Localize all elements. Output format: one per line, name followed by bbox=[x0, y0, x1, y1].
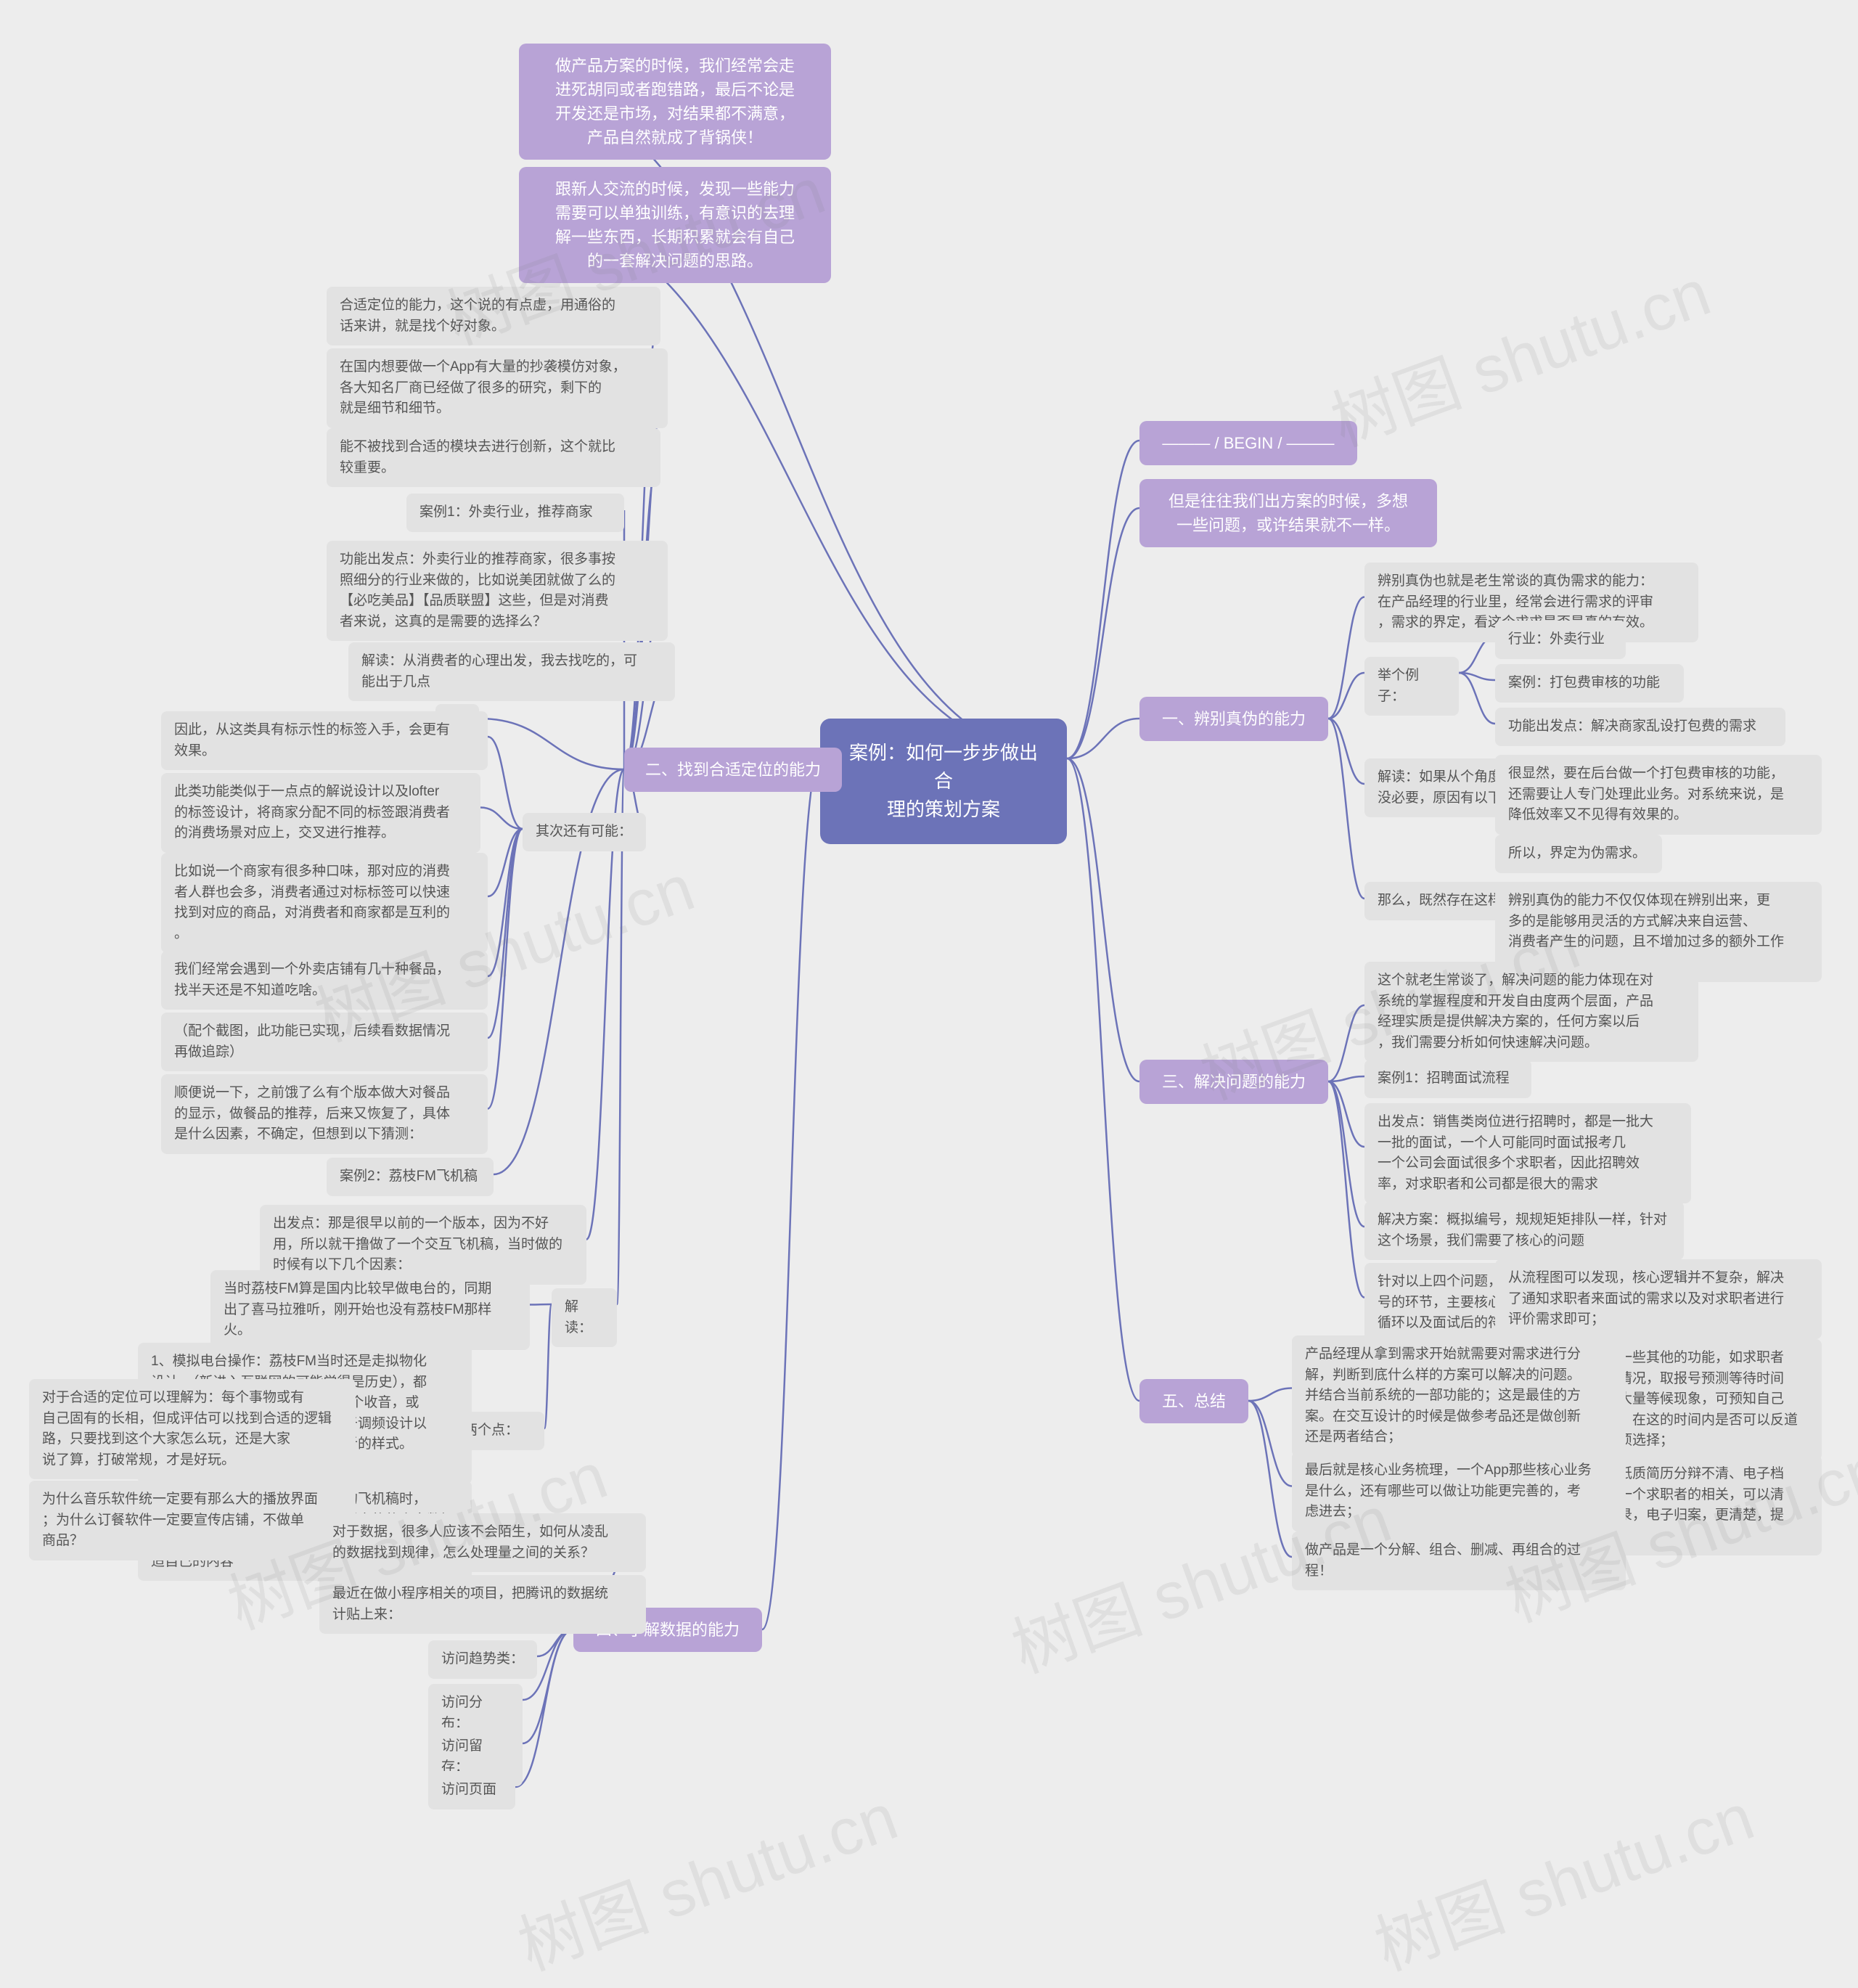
leaf-g49[interactable]: 最后就是核心业务梳理，一个App那些核心业务 是什么，还有哪些可以做让功能更完善… bbox=[1292, 1452, 1626, 1531]
branch-cap2[interactable]: 二、找到合适定位的能力 bbox=[624, 748, 842, 792]
leaf-g10[interactable]: 其次还有可能： bbox=[523, 813, 646, 851]
branch-cap3[interactable]: 三、解决问题的能力 bbox=[1139, 1060, 1328, 1104]
leaf-g48[interactable]: 产品经理从拿到需求开始就需要对需求进行分 解，判断到底什么样的方案可以解决的问题… bbox=[1292, 1335, 1626, 1457]
edge bbox=[1328, 719, 1364, 784]
edge bbox=[1459, 637, 1495, 673]
watermark-text: 树图 shutu.cn bbox=[504, 1764, 908, 1988]
leaf-g29[interactable]: 访问页面 bbox=[428, 1771, 515, 1809]
edge bbox=[1328, 1081, 1364, 1227]
branch-but[interactable]: 但是往往我们出方案的时候，多想 一些问题，或许结果就不一样。 bbox=[1139, 479, 1437, 547]
edge bbox=[1459, 673, 1495, 724]
center-topic[interactable]: 案例：如何一步步做出合 理的策划方案 bbox=[820, 719, 1067, 844]
leaf-g11[interactable]: 比如说一个商家有很多种口味，那对应的消费 者人群也会多，消费者通过对标标签可以快… bbox=[161, 853, 488, 953]
leaf-g45[interactable]: 从流程图可以发现，核心逻辑并不复杂，解决 了通知求职者来面试的需求以及对求职者进… bbox=[1495, 1259, 1822, 1339]
edge bbox=[1328, 1076, 1364, 1081]
leaf-g32[interactable]: 行业：外卖行业 bbox=[1495, 621, 1626, 659]
branch-cap1[interactable]: 一、辨别真伪的能力 bbox=[1139, 697, 1328, 741]
leaf-g14[interactable]: 顺便说一下，之前饿了么有个版本做大对餐品 的显示，做餐品的推荐，后来又恢复了，具… bbox=[161, 1074, 488, 1154]
edge bbox=[1067, 758, 1139, 1401]
leaf-g36[interactable]: 很显然，要在后台做一个打包费审核的功能， 还需要让人专门处理此业务。对系统来说，… bbox=[1495, 755, 1822, 835]
leaf-g31[interactable]: 举个例子： bbox=[1364, 657, 1459, 716]
branch-begin[interactable]: ——— / BEGIN / ——— bbox=[1139, 421, 1357, 465]
edge bbox=[1328, 1081, 1364, 1147]
watermark-text: 树图 shutu.cn bbox=[1360, 1764, 1764, 1988]
branch-intro1[interactable]: 做产品方案的时候，我们经常会走 进死胡同或者跑错路，最后不论是 开发还是市场，对… bbox=[519, 44, 831, 160]
edge bbox=[1067, 508, 1139, 758]
edge bbox=[530, 1304, 552, 1305]
leaf-g8[interactable]: 因此，从这类具有标示性的标签入手，会更有 效果。 bbox=[161, 711, 488, 770]
edge bbox=[488, 829, 523, 1109]
edge bbox=[488, 829, 523, 1038]
leaf-g13[interactable]: （配个截图，此功能已实现，后续看数据情况 再做追踪） bbox=[161, 1013, 488, 1071]
leaf-g22[interactable]: 对于合适的定位可以理解为：每个事物或有 自己固有的长相，但成评估可以找到合适的逻… bbox=[29, 1379, 356, 1479]
leaf-g40[interactable]: 这个就老生常谈了，解决问题的能力体现在对 系统的掌握程度和开发自由度两个层面，产… bbox=[1364, 962, 1698, 1062]
edge bbox=[1067, 719, 1139, 758]
edge bbox=[1248, 1401, 1292, 1486]
leaf-g17[interactable]: 解读： bbox=[552, 1288, 617, 1347]
edge bbox=[480, 808, 523, 830]
leaf-g34[interactable]: 功能出发点：解决商家乱设打包费的需求 bbox=[1495, 708, 1785, 746]
watermark-text: 树图 shutu.cn bbox=[1317, 240, 1721, 465]
leaf-g6[interactable]: 解读：从消费者的心理出发，我去找吃的，可 能出于几点 bbox=[348, 642, 675, 701]
leaf-g1[interactable]: 合适定位的能力，这个说的有点虚，用通俗的 话来讲，就是找个好对象。 bbox=[327, 287, 660, 345]
edge bbox=[1328, 1081, 1364, 1298]
leaf-g37[interactable]: 所以，界定为伪需求。 bbox=[1495, 835, 1662, 873]
leaf-g3[interactable]: 能不被找到合适的模块去进行创新，这个就比 较重要。 bbox=[327, 428, 660, 487]
leaf-g9[interactable]: 此类功能类似于一点点的解说设计以及lofter 的标签设计，将商家分配不同的标签… bbox=[161, 773, 480, 853]
edge bbox=[1328, 1005, 1364, 1081]
leaf-g41[interactable]: 案例1：招聘面试流程 bbox=[1364, 1060, 1531, 1098]
leaf-g24[interactable]: 对于数据，很多人应该不会陌生，如何从凌乱 的数据找到规律，怎么处理量之间的关系？ bbox=[319, 1513, 646, 1572]
branch-intro2[interactable]: 跟新人交流的时候，发现一些能力 需要可以单独训练，有意识的去理 解一些东西，长期… bbox=[519, 167, 831, 283]
edge bbox=[479, 719, 624, 769]
edge bbox=[1459, 673, 1495, 680]
leaf-g23[interactable]: 为什么音乐软件统一定要有那么大的播放界面 ；为什么订餐软件一定要宣传店铺，不做单… bbox=[29, 1481, 356, 1560]
leaf-g15[interactable]: 案例2：荔枝FM飞机稿 bbox=[327, 1158, 494, 1196]
leaf-g26[interactable]: 访问趋势类： bbox=[428, 1640, 537, 1679]
leaf-g4[interactable]: 案例1：外卖行业，推荐商家 bbox=[406, 494, 624, 532]
edge bbox=[762, 758, 820, 1629]
branch-cap5[interactable]: 五、总结 bbox=[1139, 1379, 1248, 1423]
leaf-g43[interactable]: 解决方案：概拟编号，规规矩矩排队一样，针对 这个场景，我们需要了核心的问题 bbox=[1364, 1201, 1684, 1260]
leaf-g33[interactable]: 案例：打包费审核的功能 bbox=[1495, 664, 1684, 703]
edge bbox=[488, 829, 523, 896]
edge bbox=[1328, 597, 1364, 719]
leaf-g12[interactable]: 我们经常会遇到一个外卖店铺有几十种餐品， 找半天还是不知道吃啥。 bbox=[161, 951, 488, 1010]
edge bbox=[488, 829, 523, 976]
edge bbox=[1328, 673, 1364, 719]
leaf-g5[interactable]: 功能出发点：外卖行业的推荐商家，很多事按 照细分的行业来做的，比如说美团就做了么… bbox=[327, 541, 668, 641]
edge bbox=[544, 1304, 552, 1428]
leaf-g42[interactable]: 出发点：销售类岗位进行招聘时，都是一批大 一批的面试，一个人可能同时面试报考几 … bbox=[1364, 1103, 1691, 1203]
leaf-g18[interactable]: 当时荔枝FM算是国内比较早做电台的，同期 出了喜马拉雅听，刚开始也没有荔枝FM那… bbox=[210, 1270, 530, 1350]
edge bbox=[1067, 441, 1139, 758]
edge bbox=[488, 737, 523, 829]
edge bbox=[1067, 758, 1139, 1081]
leaf-g25[interactable]: 最近在做小程序相关的项目，把腾讯的数据统 计贴上来： bbox=[319, 1575, 646, 1634]
edge bbox=[1248, 1401, 1292, 1557]
leaf-g2[interactable]: 在国内想要做一个App有大量的抄袭模仿对象， 各大知名厂商已经做了很多的研究，剩… bbox=[327, 348, 668, 428]
mindmap-canvas: 案例：如何一步步做出合 理的策划方案 做产品方案的时候，我们经常会走 进死胡同或者… bbox=[0, 0, 1858, 1898]
edge bbox=[1248, 1388, 1292, 1402]
leaf-g50[interactable]: 做产品是一个分解、组合、删减、再组合的过 程！ bbox=[1292, 1531, 1626, 1590]
edge bbox=[1328, 719, 1364, 899]
